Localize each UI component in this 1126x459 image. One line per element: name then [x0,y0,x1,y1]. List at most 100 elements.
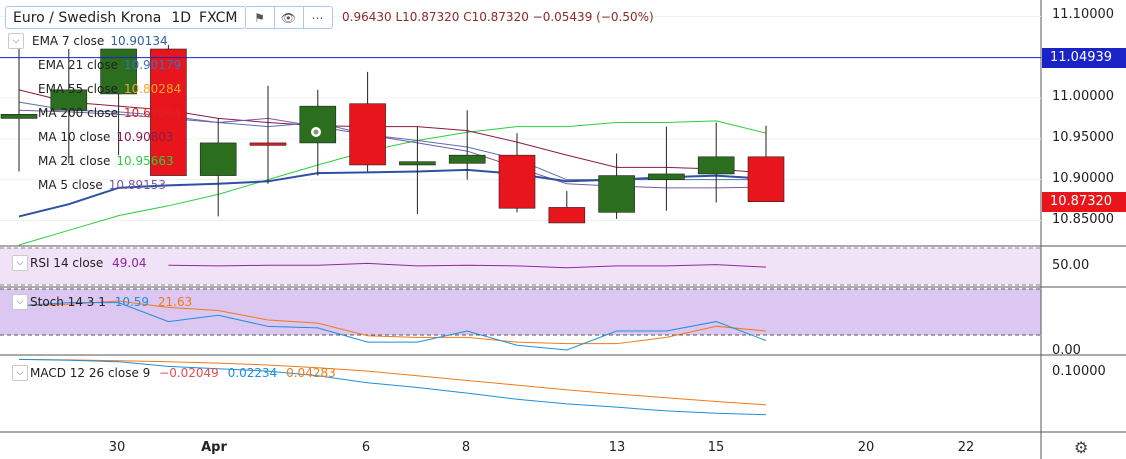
rsi-line [168,262,767,269]
legend-row: EMA 55 close 10.80284 [38,80,187,98]
time-tick: 6 [361,440,371,455]
candle[interactable] [498,133,536,213]
rsi-label: RSI 14 close [30,256,104,270]
chevron-down-icon: ⌵ [16,258,24,268]
candle[interactable] [598,153,635,219]
candle[interactable] [249,85,287,184]
legend-label: MA 21 close [38,154,111,168]
legend-row: EMA 21 close 10.90179 [38,56,187,74]
candle[interactable] [399,126,436,214]
legend-value: 10.67064 [124,106,182,120]
legend-row: MA 21 close 10.95663 [38,152,180,170]
macd-axis-label: 0.10000 [1052,364,1106,379]
legend-value: 10.90179 [123,58,182,72]
candle-body [548,207,586,224]
rsi-collapse-button[interactable]: ⌵ [12,255,28,271]
candle[interactable] [349,71,386,172]
legend-value: 10.90803 [116,130,174,144]
settings-gear-icon[interactable]: ⚙ [1074,438,1089,457]
legend-row: MA 5 close 10.89153 [38,176,172,194]
price-tick: 11.00000 [1052,89,1115,104]
candle-body [100,48,137,95]
symbol-title[interactable]: Euro / Swedish Krona 1D FXCM [5,6,246,29]
legend-label: MA 5 close [38,178,103,192]
legend-label: EMA 7 close [32,34,105,48]
macd-collapse-button[interactable]: ⌵ [12,365,28,381]
candle-body [747,156,785,203]
macd-line-value: 0.02234 [227,366,278,380]
candle-body [697,156,735,175]
legend-label: EMA 21 close [38,58,118,72]
price-tick: 11.10000 [1052,7,1115,23]
stoch-label: Stoch 14 3 1 [30,295,106,309]
candle[interactable] [199,118,237,217]
rsi-axis-label: 50.00 [1052,258,1090,273]
legend-row: ⌵ EMA 7 close 10.90134 [8,32,174,50]
candle[interactable] [100,48,137,156]
candle-body [498,154,536,209]
chevron-down-icon: ⌵ [16,297,24,307]
candle-body [0,114,38,119]
candle-body [199,142,237,176]
price-tag: 10.87320 [1042,191,1126,212]
legend-label: MA 10 close [38,130,111,144]
candle[interactable] [0,49,38,172]
legend-label: MA 200 close [38,106,119,120]
indicator-lines [18,89,767,246]
macd-label: MACD 12 26 close 9 [30,366,151,380]
time-tick: 30 [108,440,126,455]
price-tag: 11.04939 [1042,47,1126,68]
ohlc-readout: 0.96430 L10.87320 C10.87320 −0.05439 (−0… [342,10,654,24]
candle-body [349,103,386,166]
symbol-name: Euro / Swedish Krona [13,9,162,26]
symbol-toolbar: Euro / Swedish Krona 1D FXCM ⚑ 👁 ⋯ [5,6,333,29]
candle[interactable] [747,125,785,203]
exchange-label: FXCM [199,9,238,26]
time-tick: Apr [201,440,227,455]
candles[interactable] [0,44,785,224]
macd-hist-value: −0.02049 [159,366,219,380]
legend-value: 10.95663 [116,154,174,168]
candle[interactable] [548,191,586,224]
ma5-line [18,109,767,189]
time-tick: 22 [957,440,975,455]
stoch-collapse-button[interactable]: ⌵ [12,294,28,310]
legend-row: MA 200 close 10.67064 [38,104,187,122]
macd-legend: MACD 12 26 close 9 −0.02049 0.02234 0.04… [30,366,336,380]
chevron-down-icon: ⌵ [16,368,24,378]
candle-body [150,48,187,176]
stoch-k-value: 10.59 [114,295,150,309]
candle[interactable] [448,110,486,180]
time-tick: 13 [608,440,626,455]
flag-button[interactable]: ⚑ [245,6,275,29]
candle[interactable] [50,49,88,164]
candle-body [50,89,88,111]
legend-label: EMA 55 close [38,82,118,96]
time-tick: 8 [461,440,471,455]
candle-body [598,175,635,213]
ema21-line [18,101,766,181]
macd-line [18,358,767,416]
visibility-button[interactable]: 👁 [274,6,304,29]
legend-value: 10.90134 [110,34,168,48]
ema7-line [18,168,767,218]
legend-value: 10.80284 [123,82,182,96]
interval-label: 1D [171,9,192,26]
stoch-band [0,289,1041,335]
price-tick: 10.85000 [1052,211,1115,227]
candle-body [448,154,486,164]
legend-row: MA 10 close 10.90803 [38,128,180,146]
chevron-down-icon[interactable]: ⌵ [8,33,24,49]
price-tick: 10.90000 [1052,170,1115,186]
stoch-legend: Stoch 14 3 1 10.59 21.63 [30,295,192,309]
rsi-legend: RSI 14 close 49.04 [30,256,147,270]
candle[interactable] [648,126,685,211]
candle[interactable] [150,44,187,176]
price-tick: 10.95000 [1052,129,1115,145]
candle-body [399,161,436,166]
eye-icon: 👁 [280,10,297,25]
candle[interactable] [697,122,735,203]
more-button[interactable]: ⋯ [303,6,333,29]
stoch-d-value: 21.63 [157,295,193,309]
